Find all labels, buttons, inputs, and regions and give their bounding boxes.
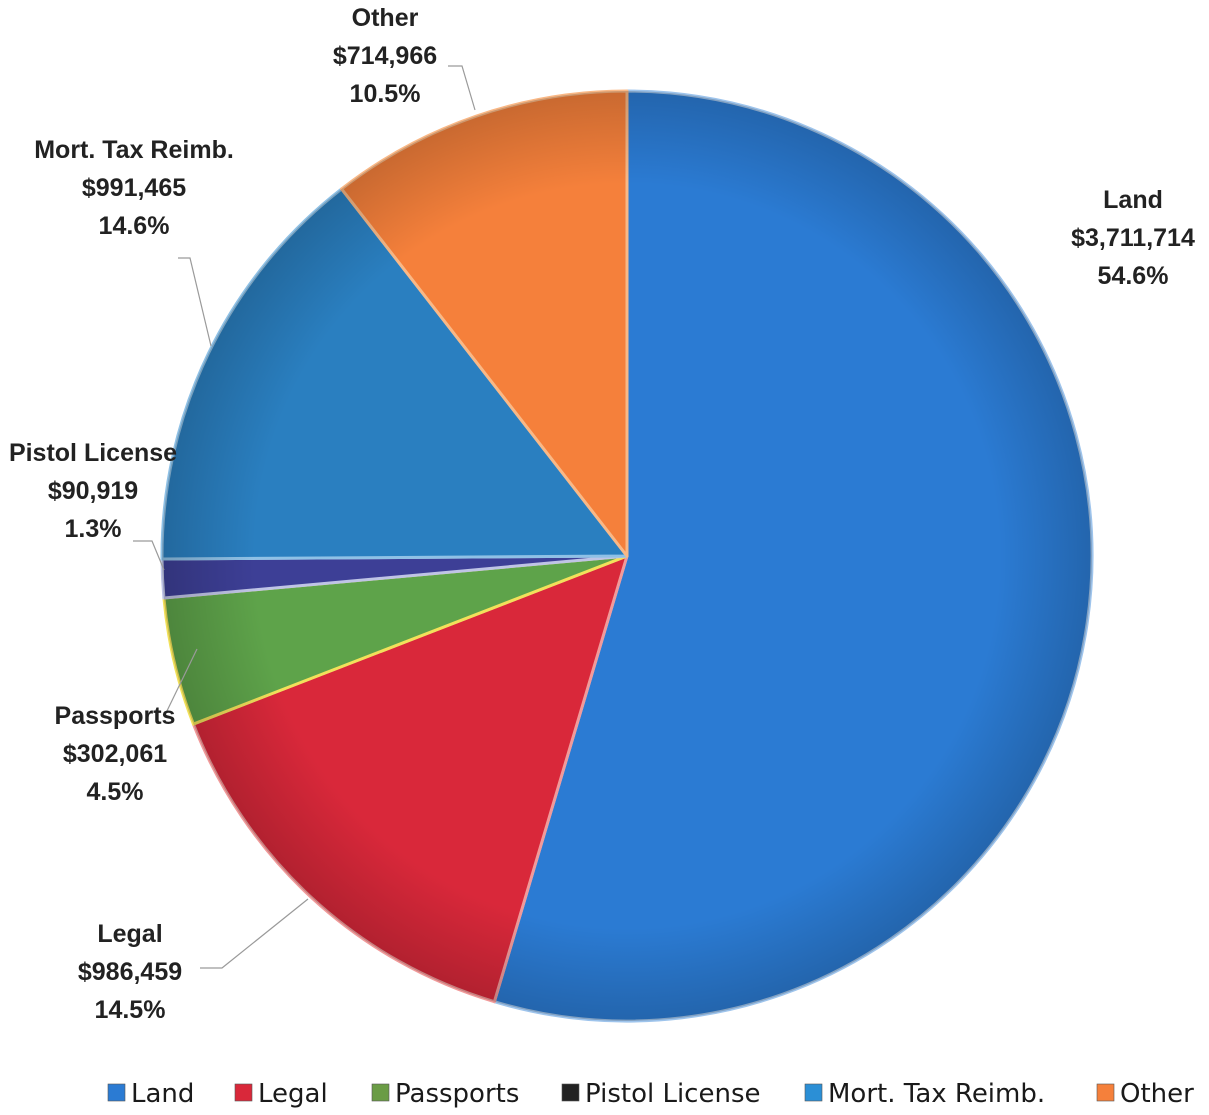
legend-swatch-pistol-license xyxy=(561,1083,580,1102)
leader-line-mort-tax-reimb xyxy=(178,257,212,347)
data-label-passports-value: $302,061 xyxy=(63,740,167,768)
data-label-other-percent: 10.5% xyxy=(350,80,421,108)
data-label-legal-value: $986,459 xyxy=(78,958,182,986)
legend-label-legal: Legal xyxy=(258,1079,328,1109)
data-label-legal-percent: 14.5% xyxy=(95,996,166,1024)
data-label-other-category: Other xyxy=(352,4,419,32)
data-label-legal-category: Legal xyxy=(97,920,162,948)
legend-swatch-other xyxy=(1096,1083,1115,1102)
data-label-pistol-license-category: Pistol License xyxy=(9,439,177,467)
data-label-mort-tax-reimb-category: Mort. Tax Reimb. xyxy=(34,136,234,164)
data-label-legal: Legal $986,459 14.5% xyxy=(78,920,182,1024)
legend-item-pistol-license: Pistol License xyxy=(561,1079,761,1109)
legend: Land Legal Passports Pistol License Mort. Ta… xyxy=(107,1079,1194,1109)
data-label-other-value: $714,966 xyxy=(333,42,437,70)
legend-item-passports: Passports xyxy=(371,1079,519,1109)
legend-item-mort-tax-reimb: Mort. Tax Reimb. xyxy=(804,1079,1045,1109)
legend-swatch-passports xyxy=(371,1083,390,1102)
data-label-pistol-license-value: $90,919 xyxy=(48,477,138,505)
leader-lines xyxy=(133,65,476,969)
data-label-pistol-license: Pistol License $90,919 1.3% xyxy=(9,439,177,543)
leader-line-pistol-license xyxy=(133,540,165,571)
legend-label-land: Land xyxy=(131,1079,194,1109)
data-label-land-category: Land xyxy=(1103,186,1163,214)
data-label-mort-tax-reimb: Mort. Tax Reimb. $991,465 14.6% xyxy=(34,136,234,240)
legend-swatch-mort-tax-reimb xyxy=(804,1083,823,1102)
leader-line-other xyxy=(448,65,476,111)
data-label-land-value: $3,711,714 xyxy=(1071,224,1195,252)
legend-label-passports: Passports xyxy=(395,1079,519,1109)
data-label-mort-tax-reimb-percent: 14.6% xyxy=(99,212,170,240)
legend-label-other: Other xyxy=(1120,1079,1194,1109)
leader-line-legal xyxy=(200,898,309,969)
leader-line-passports xyxy=(164,648,198,716)
data-label-mort-tax-reimb-value: $991,465 xyxy=(82,174,186,202)
data-label-passports: Passports $302,061 4.5% xyxy=(55,702,176,806)
legend-swatch-land xyxy=(107,1083,126,1102)
data-label-pistol-license-percent: 1.3% xyxy=(65,515,122,543)
data-label-other: Other $714,966 10.5% xyxy=(333,4,437,108)
legend-label-mort-tax-reimb: Mort. Tax Reimb. xyxy=(828,1079,1045,1109)
data-label-passports-category: Passports xyxy=(55,702,176,730)
legend-item-land: Land xyxy=(107,1079,194,1109)
data-label-land-percent: 54.6% xyxy=(1098,262,1169,290)
data-label-passports-percent: 4.5% xyxy=(87,778,144,806)
pie-edge-shading xyxy=(162,91,1092,1021)
legend-swatch-legal xyxy=(234,1083,253,1102)
legend-item-legal: Legal xyxy=(234,1079,328,1109)
pie-shading xyxy=(162,91,1092,1021)
legend-label-pistol-license: Pistol License xyxy=(585,1079,761,1109)
data-label-land: Land $3,711,714 54.6% xyxy=(1071,186,1195,290)
legend-item-other: Other xyxy=(1096,1079,1194,1109)
slice-labels: Land $3,711,714 54.6% Legal $986,459 14.5% Pas… xyxy=(9,4,1195,1024)
